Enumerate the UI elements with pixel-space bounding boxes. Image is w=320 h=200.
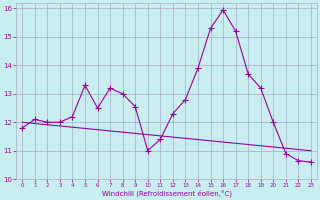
X-axis label: Windchill (Refroidissement éolien,°C): Windchill (Refroidissement éolien,°C) xyxy=(101,190,232,197)
